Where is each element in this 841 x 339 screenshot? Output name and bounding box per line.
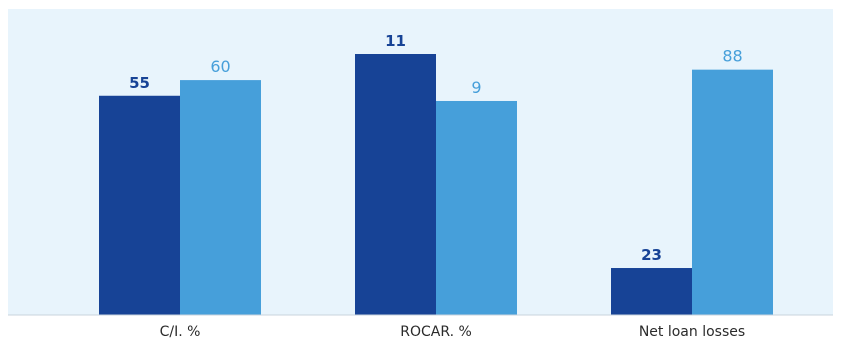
bar-series-1-2: [611, 268, 692, 315]
value-label-series-2-2: 88: [722, 47, 742, 66]
value-label-series-1-0: 55: [129, 74, 150, 92]
value-label-series-1-2: 23: [641, 246, 662, 264]
value-label-series-1-1: 11: [385, 32, 406, 50]
bars-layer: [99, 54, 773, 315]
bar-series-2-2: [692, 69, 773, 315]
bar-series-2-1: [436, 100, 517, 315]
category-label-2: Net loan losses: [639, 324, 745, 339]
bar-series-1-1: [355, 54, 436, 315]
category-labels-layer: C/I. % ROCAR. % Net loan losses: [160, 324, 746, 339]
value-labels-layer: 55 60 11 9 23 88: [129, 32, 743, 264]
value-label-series-2-1: 9: [471, 78, 481, 97]
category-label-1: ROCAR. %: [400, 324, 472, 339]
value-label-series-2-0: 60: [210, 57, 230, 76]
bar-series-1-0: [99, 95, 180, 315]
bar-series-2-0: [180, 80, 261, 315]
category-label-0: C/I. %: [160, 324, 201, 339]
